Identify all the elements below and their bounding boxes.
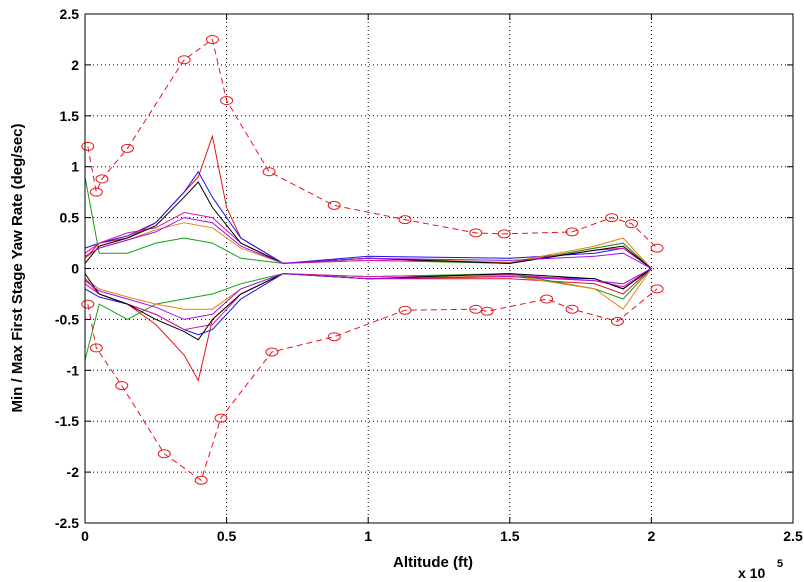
x-tick-label: 0.5 — [217, 528, 237, 544]
x-multiplier-exponent: 5 — [777, 558, 783, 570]
series-5-upper-line — [84, 222, 652, 269]
envelope-lower-marker — [89, 343, 103, 353]
y-tick-label: -1.5 — [55, 413, 79, 429]
envelope-lower-marker — [480, 306, 494, 316]
y-tick-label: 1.5 — [60, 108, 80, 124]
x-tick-label: 1.5 — [500, 528, 520, 544]
y-tick-label: -2.5 — [55, 515, 79, 531]
y-tick-label: -1 — [67, 362, 80, 378]
x-tick-label: 2.5 — [783, 528, 803, 544]
envelope-upper-marker — [120, 143, 134, 153]
x-tick-label: 2 — [648, 528, 656, 544]
envelope-upper-marker — [398, 215, 412, 225]
y-axis-label: Min / Max First Stage Yaw Rate (deg/sec) — [9, 124, 26, 413]
envelope-upper-marker — [262, 167, 276, 177]
y-tick-label: 0 — [71, 261, 79, 277]
y-tick-label: -2 — [67, 464, 80, 480]
grid-lines — [84, 13, 794, 524]
envelope-upper-marker — [625, 219, 639, 229]
envelope-lower-line — [87, 288, 658, 482]
envelope-upper-marker — [205, 34, 219, 44]
envelope-lower-marker — [565, 304, 579, 314]
y-tick-label: 1 — [71, 159, 79, 175]
series-6-upper-line — [84, 181, 652, 269]
envelope-lower-marker — [194, 475, 208, 485]
x-tick-label: 1 — [364, 528, 372, 544]
series-3-upper-line — [84, 176, 652, 269]
envelope-series — [81, 34, 664, 485]
y-tick-label: 2 — [71, 57, 79, 73]
envelope-lower-marker — [610, 316, 624, 326]
envelope-lower-marker — [398, 305, 412, 315]
envelope-upper-marker — [95, 174, 109, 184]
envelope-upper-marker — [605, 213, 619, 223]
envelope-upper-marker — [565, 227, 579, 237]
envelope-upper-marker — [81, 141, 95, 151]
envelope-upper-marker — [497, 229, 511, 239]
envelope-upper-marker — [220, 96, 234, 106]
envelope-lower-marker — [81, 299, 95, 309]
plot-frame — [84, 13, 794, 524]
y-tick-label: 0.5 — [60, 210, 80, 226]
envelope-lower-marker — [115, 381, 129, 391]
y-tick-label: -0.5 — [55, 311, 79, 327]
envelope-upper-marker — [89, 187, 103, 197]
series-7-upper-line — [84, 217, 652, 269]
data-series — [84, 134, 652, 382]
envelope-upper-marker — [177, 55, 191, 65]
tick-labels: 0 0.5 1 1.5 2 2.5 -2.5 -2 -1.5 -1 -0.5 0 0.5 1 1.5 2 2.5 — [55, 6, 803, 544]
envelope-lower-marker — [214, 413, 228, 423]
envelope-lower-marker — [650, 284, 664, 294]
x-axis-label: Altitude (ft) — [393, 554, 473, 571]
envelope-upper-marker — [650, 243, 664, 253]
envelope-lower-marker — [540, 294, 554, 304]
series-6-lower-line — [84, 268, 652, 341]
envelope-upper-marker — [469, 228, 483, 238]
envelope-lower-marker — [327, 332, 341, 342]
x-multiplier: x 10 — [738, 565, 765, 581]
series-7-lower-line — [84, 268, 652, 320]
y-tick-label: 2.5 — [60, 6, 80, 22]
envelope-upper-line — [87, 38, 658, 249]
x-tick-label: 0 — [81, 528, 89, 544]
series-2-upper-line — [84, 170, 652, 269]
envelope-lower-marker — [157, 449, 171, 459]
envelope-lower-marker — [265, 347, 279, 357]
envelope-upper-marker — [327, 200, 341, 210]
